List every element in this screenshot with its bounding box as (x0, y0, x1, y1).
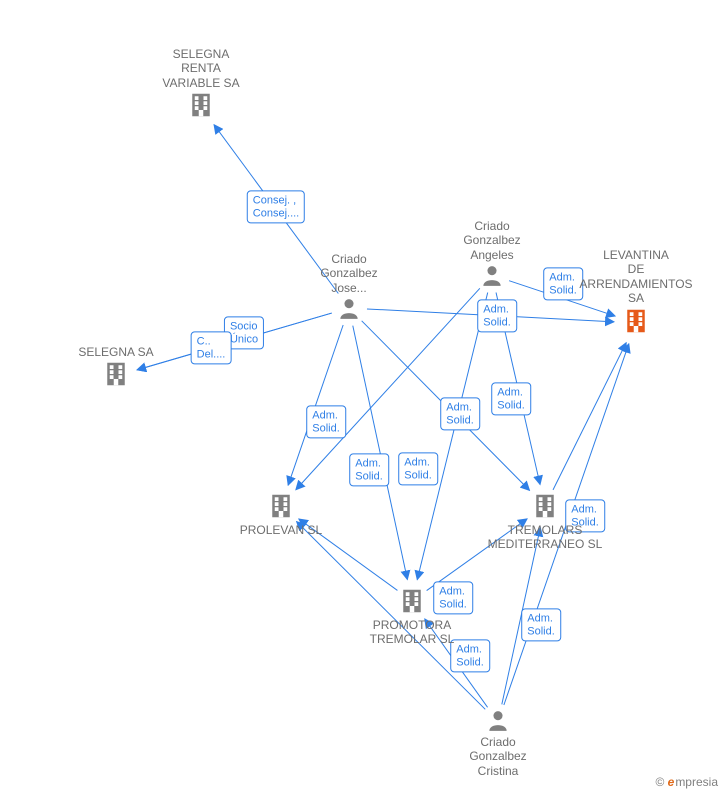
edge (297, 522, 486, 710)
edges-layer (0, 0, 728, 795)
edge (496, 293, 540, 485)
brand-rest: mpresia (675, 775, 718, 789)
edge (425, 619, 488, 707)
edge (509, 281, 615, 316)
edge (427, 519, 527, 591)
brand-initial: e (668, 775, 675, 789)
copyright-symbol: © (655, 775, 664, 789)
edge (288, 325, 343, 485)
edge (553, 343, 626, 490)
edge (296, 288, 480, 489)
network-diagram: © empresia Consej. , Consej....Socio Úni… (0, 0, 728, 795)
copyright: © empresia (655, 775, 718, 789)
edge (137, 313, 332, 370)
edge (299, 519, 398, 591)
edge (353, 326, 408, 580)
edge (417, 292, 487, 579)
edge (214, 125, 338, 294)
edge (504, 344, 629, 705)
edge (367, 309, 614, 322)
